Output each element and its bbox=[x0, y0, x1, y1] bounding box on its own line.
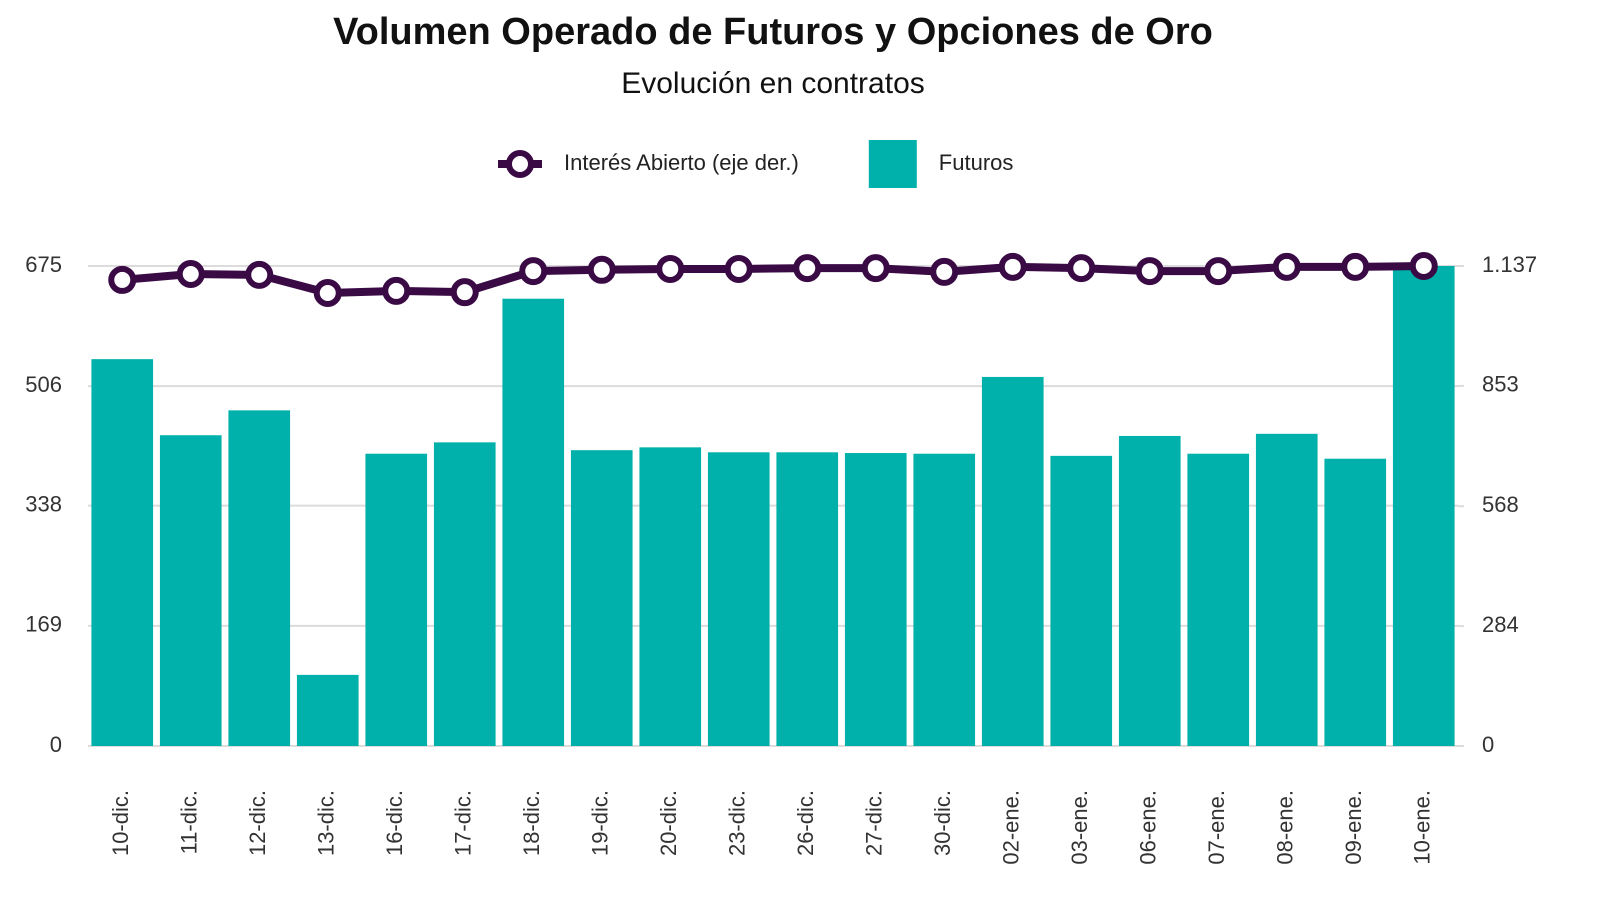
x-tick-label: 23-dic. bbox=[725, 790, 750, 856]
legend-swatch bbox=[868, 140, 917, 188]
bar bbox=[228, 410, 291, 746]
x-tick-label: 10-ene. bbox=[1410, 790, 1435, 865]
x-tick-label: 11-dic. bbox=[177, 790, 202, 854]
bar bbox=[639, 447, 702, 746]
x-tick-label: 17-dic. bbox=[451, 790, 476, 856]
line-marker bbox=[1272, 252, 1301, 281]
line-marker bbox=[656, 254, 685, 283]
legend-label: Futuros bbox=[939, 150, 1014, 175]
y-tick-label: 675 bbox=[25, 252, 62, 277]
bar bbox=[1050, 455, 1113, 746]
bar bbox=[1118, 435, 1181, 746]
line-marker bbox=[519, 257, 548, 286]
y-tick-label: 506 bbox=[25, 372, 62, 397]
x-tick-label: 13-dic. bbox=[314, 790, 339, 856]
y2-tick-label: 1.137 bbox=[1482, 252, 1537, 277]
bar bbox=[913, 453, 976, 746]
bar bbox=[296, 674, 359, 746]
bar bbox=[1392, 266, 1455, 746]
x-tick-label: 27-dic. bbox=[862, 790, 887, 856]
line-marker bbox=[1204, 257, 1233, 286]
x-tick-label: 08-ene. bbox=[1273, 790, 1298, 865]
x-tick-label: 16-dic. bbox=[382, 790, 407, 856]
legend-marker bbox=[506, 150, 534, 178]
line-marker bbox=[587, 255, 616, 284]
bar bbox=[707, 452, 770, 746]
line-marker bbox=[998, 252, 1027, 281]
x-tick-label: 26-dic. bbox=[793, 790, 818, 856]
x-tick-label: 12-dic. bbox=[245, 790, 270, 856]
x-tick-label: 20-dic. bbox=[656, 790, 681, 856]
bar bbox=[570, 450, 633, 746]
line-marker bbox=[245, 260, 274, 289]
line-marker bbox=[724, 254, 753, 283]
bar bbox=[91, 359, 154, 746]
y-tick-label: 0 bbox=[50, 732, 62, 757]
x-tick-label: 19-dic. bbox=[588, 790, 613, 856]
x-tick-label: 18-dic. bbox=[519, 790, 544, 856]
line-marker bbox=[1135, 257, 1164, 286]
bar bbox=[844, 453, 907, 746]
line-marker bbox=[382, 276, 411, 305]
line-marker bbox=[450, 278, 479, 307]
bar bbox=[159, 435, 222, 746]
x-tick-label: 02-ene. bbox=[999, 790, 1024, 865]
x-tick-label: 30-dic. bbox=[930, 790, 955, 856]
bar bbox=[502, 298, 565, 746]
chart-subtitle: Evolución en contratos bbox=[621, 67, 925, 100]
y2-tick-label: 853 bbox=[1482, 372, 1519, 397]
x-tick-label: 10-dic. bbox=[108, 790, 133, 856]
y2-tick-label: 0 bbox=[1482, 732, 1494, 757]
line-marker bbox=[930, 257, 959, 286]
x-tick-label: 09-ene. bbox=[1341, 790, 1366, 865]
y-tick-label: 338 bbox=[25, 491, 62, 516]
line-marker bbox=[1341, 252, 1370, 281]
bar bbox=[433, 442, 496, 746]
line-marker bbox=[861, 254, 890, 283]
legend-label: Interés Abierto (eje der.) bbox=[564, 150, 799, 175]
x-tick-label: 07-ene. bbox=[1204, 790, 1229, 865]
bar bbox=[1255, 433, 1318, 746]
y-tick-label: 169 bbox=[25, 612, 62, 637]
bar bbox=[1187, 453, 1250, 746]
line-marker bbox=[313, 279, 342, 308]
x-tick-label: 03-ene. bbox=[1067, 790, 1092, 865]
line-marker bbox=[176, 260, 205, 289]
y2-tick-label: 284 bbox=[1482, 612, 1519, 637]
line-marker bbox=[108, 265, 137, 294]
chart-title: Volumen Operado de Futuros y Opciones de… bbox=[333, 11, 1213, 53]
line-marker bbox=[1409, 252, 1438, 280]
bar bbox=[365, 453, 428, 746]
bar bbox=[981, 376, 1044, 746]
bar bbox=[1324, 458, 1387, 746]
line-marker bbox=[793, 254, 822, 283]
x-tick-label: 06-ene. bbox=[1136, 790, 1161, 865]
y2-tick-label: 568 bbox=[1482, 492, 1519, 517]
line-marker bbox=[1067, 254, 1096, 283]
bar bbox=[776, 452, 839, 746]
